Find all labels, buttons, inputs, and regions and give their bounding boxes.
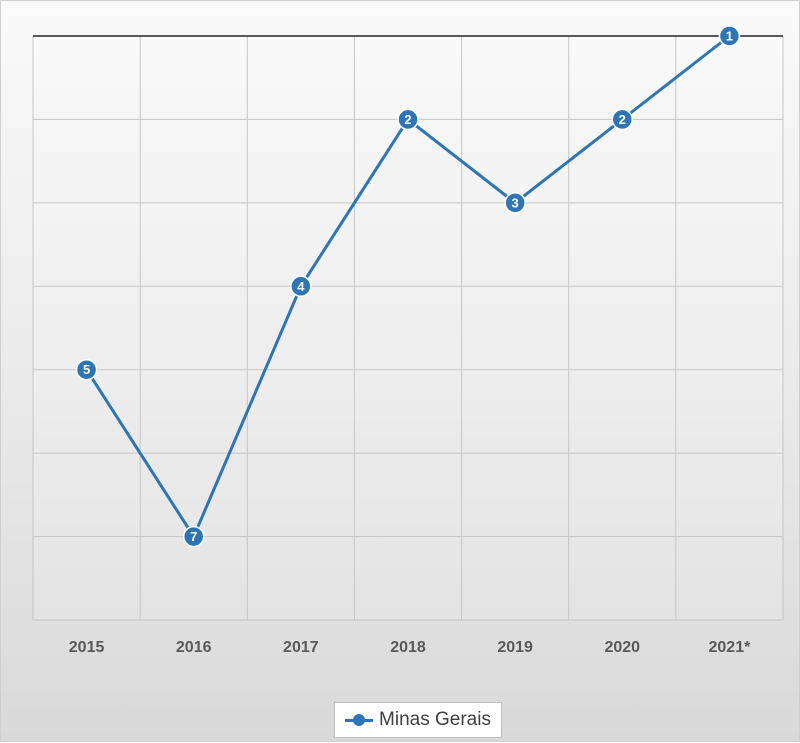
data-label: 7: [190, 529, 197, 544]
data-label: 4: [297, 279, 305, 294]
x-tick-label: 2018: [390, 639, 426, 656]
data-label: 2: [404, 112, 411, 127]
x-tick-label: 2016: [176, 639, 212, 656]
x-tick-label: 2019: [497, 639, 533, 656]
data-point: [718, 25, 741, 47]
data-point: [75, 358, 98, 381]
data-point: [397, 108, 419, 131]
legend-label: Minas Gerais: [379, 709, 491, 730]
legend-line-marker-icon: [345, 714, 374, 726]
plot-area: [33, 36, 783, 620]
data-label: 3: [512, 195, 519, 210]
data-point: [611, 108, 634, 131]
x-tick-label: 2017: [283, 639, 319, 656]
data-point: [504, 192, 526, 214]
data-point: [182, 525, 205, 548]
data-point: [290, 275, 312, 298]
data-label: 2: [619, 112, 626, 127]
x-tick-label: 2021*: [709, 639, 752, 656]
legend: Minas Gerais: [334, 702, 502, 738]
x-tick-label: 2020: [604, 639, 640, 656]
data-label: 1: [726, 29, 733, 44]
x-tick-label: 2015: [69, 639, 105, 656]
data-label: 5: [83, 362, 90, 377]
